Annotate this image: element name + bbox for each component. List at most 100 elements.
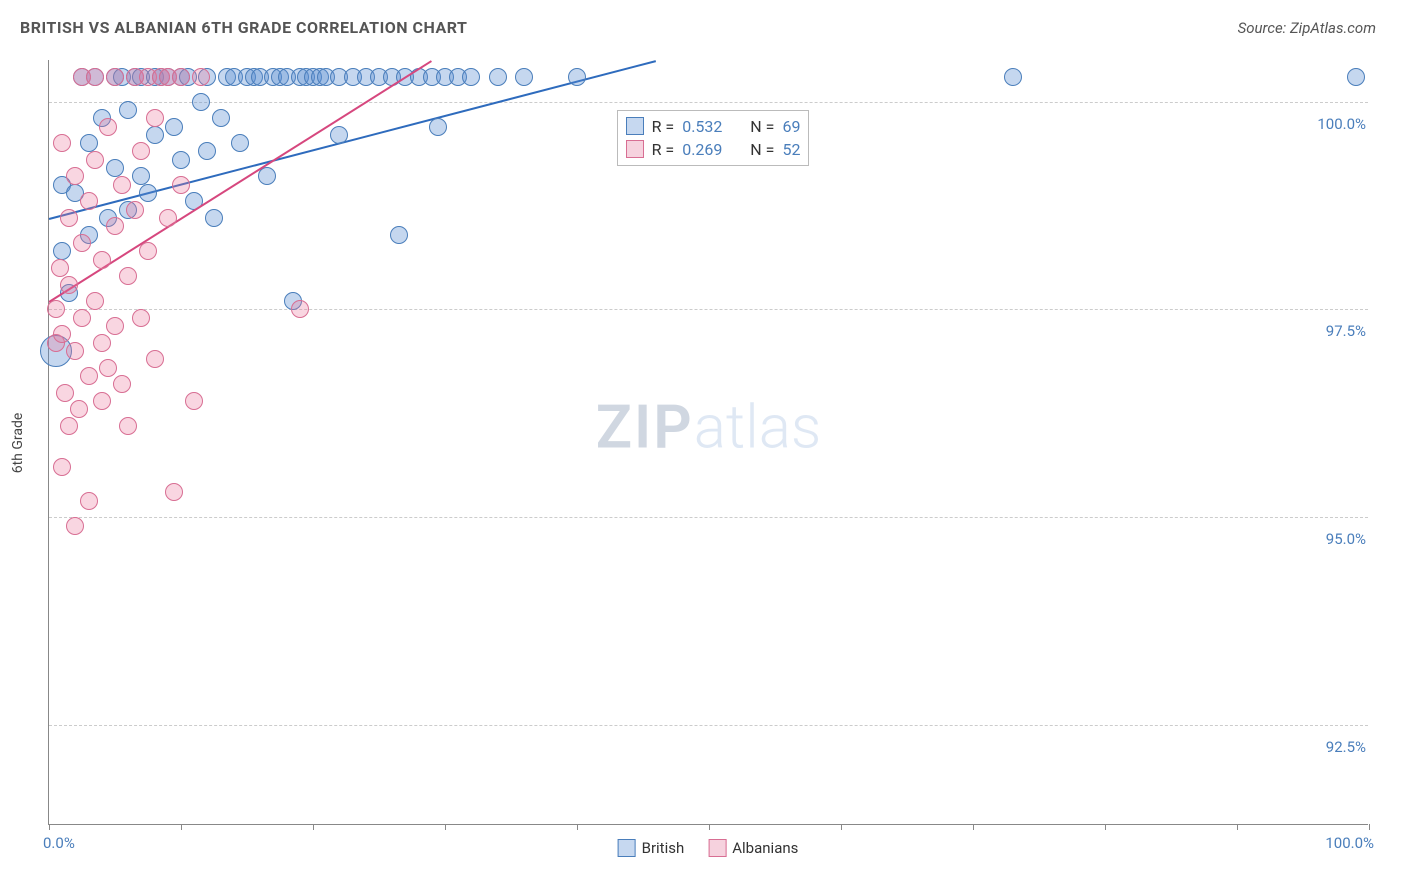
legend-swatch xyxy=(626,140,644,158)
legend-r-label: R = xyxy=(652,117,675,136)
legend-n-label: N = xyxy=(750,140,774,159)
data-point xyxy=(146,350,164,368)
data-point xyxy=(86,292,104,310)
correlation-legend: R = 0.532 N = 69R = 0.269 N = 52 xyxy=(617,110,810,166)
data-point xyxy=(390,226,408,244)
data-point xyxy=(66,517,84,535)
data-point xyxy=(185,392,203,410)
data-point xyxy=(53,242,71,260)
bottom-legend-item: British xyxy=(618,839,685,857)
data-point xyxy=(172,68,190,86)
data-point xyxy=(132,167,150,185)
data-point xyxy=(205,209,223,227)
data-point xyxy=(99,118,117,136)
data-point xyxy=(80,367,98,385)
data-point xyxy=(113,176,131,194)
data-point xyxy=(86,151,104,169)
data-point xyxy=(60,276,78,294)
data-point xyxy=(106,317,124,335)
header-row: BRITISH VS ALBANIAN 6TH GRADE CORRELATIO… xyxy=(0,0,1406,45)
data-point xyxy=(139,242,157,260)
chart-title: BRITISH VS ALBANIAN 6TH GRADE CORRELATIO… xyxy=(20,18,467,37)
data-point xyxy=(330,126,348,144)
legend-r-label: R = xyxy=(652,140,675,159)
data-point xyxy=(80,134,98,152)
chart-area: 6th Grade ZIPatlas 92.5%95.0%97.5%100.0%… xyxy=(48,60,1368,825)
x-tick xyxy=(709,824,710,830)
data-point xyxy=(119,101,137,119)
gridline xyxy=(49,517,1368,518)
x-tick xyxy=(181,824,182,830)
data-point xyxy=(146,109,164,127)
data-point xyxy=(119,417,137,435)
data-point xyxy=(146,126,164,144)
data-point xyxy=(106,217,124,235)
legend-swatch xyxy=(708,839,726,857)
legend-r-value: 0.532 xyxy=(682,117,722,136)
x-tick xyxy=(577,824,578,830)
x-tick xyxy=(313,824,314,830)
data-point xyxy=(53,134,71,152)
data-point xyxy=(93,334,111,352)
bottom-legend: British Albanians xyxy=(618,839,799,857)
x-max-label: 100.0% xyxy=(1325,834,1374,852)
data-point xyxy=(172,176,190,194)
y-tick-label: 97.5% xyxy=(1322,322,1370,340)
data-point xyxy=(56,384,74,402)
data-point xyxy=(60,417,78,435)
data-point xyxy=(73,234,91,252)
data-point xyxy=(132,142,150,160)
gridline xyxy=(49,309,1368,310)
plot-region: ZIPatlas 92.5%95.0%97.5%100.0%0.0%100.0%… xyxy=(48,60,1368,825)
y-tick-label: 92.5% xyxy=(1322,738,1370,756)
data-point xyxy=(47,300,65,318)
legend-r-value: 0.269 xyxy=(682,140,722,159)
y-axis-label: 6th Grade xyxy=(10,412,26,473)
x-tick xyxy=(49,824,50,830)
data-point xyxy=(1004,68,1022,86)
data-point xyxy=(80,492,98,510)
data-point xyxy=(86,68,104,86)
data-point xyxy=(73,309,91,327)
gridline xyxy=(49,102,1368,103)
data-point xyxy=(99,359,117,377)
data-point xyxy=(66,342,84,360)
x-tick xyxy=(1237,824,1238,830)
data-point xyxy=(429,118,447,136)
data-point xyxy=(51,259,69,277)
data-point xyxy=(489,68,507,86)
x-tick xyxy=(1105,824,1106,830)
data-point xyxy=(106,68,124,86)
data-point xyxy=(212,109,230,127)
data-point xyxy=(132,309,150,327)
data-point xyxy=(106,159,124,177)
gridline xyxy=(49,725,1368,726)
y-tick-label: 95.0% xyxy=(1322,530,1370,548)
data-point xyxy=(93,392,111,410)
data-point xyxy=(165,483,183,501)
legend-row: R = 0.532 N = 69 xyxy=(626,115,801,138)
data-point xyxy=(291,300,309,318)
x-tick xyxy=(841,824,842,830)
legend-swatch xyxy=(618,839,636,857)
source-label: Source: ZipAtlas.com xyxy=(1238,19,1376,37)
watermark: ZIPatlas xyxy=(596,391,822,462)
legend-n-value: 69 xyxy=(782,117,800,136)
y-tick-label: 100.0% xyxy=(1313,115,1370,133)
data-point xyxy=(139,184,157,202)
data-point xyxy=(192,68,210,86)
bottom-legend-label: Albanians xyxy=(732,839,798,857)
data-point xyxy=(70,400,88,418)
data-point xyxy=(231,134,249,152)
data-point xyxy=(172,151,190,169)
data-point xyxy=(113,375,131,393)
data-point xyxy=(462,68,480,86)
data-point xyxy=(53,325,71,343)
x-tick xyxy=(1369,824,1370,830)
data-point xyxy=(126,201,144,219)
data-point xyxy=(159,209,177,227)
legend-row: R = 0.269 N = 52 xyxy=(626,138,801,161)
x-tick xyxy=(973,824,974,830)
data-point xyxy=(1347,68,1365,86)
data-point xyxy=(515,68,533,86)
